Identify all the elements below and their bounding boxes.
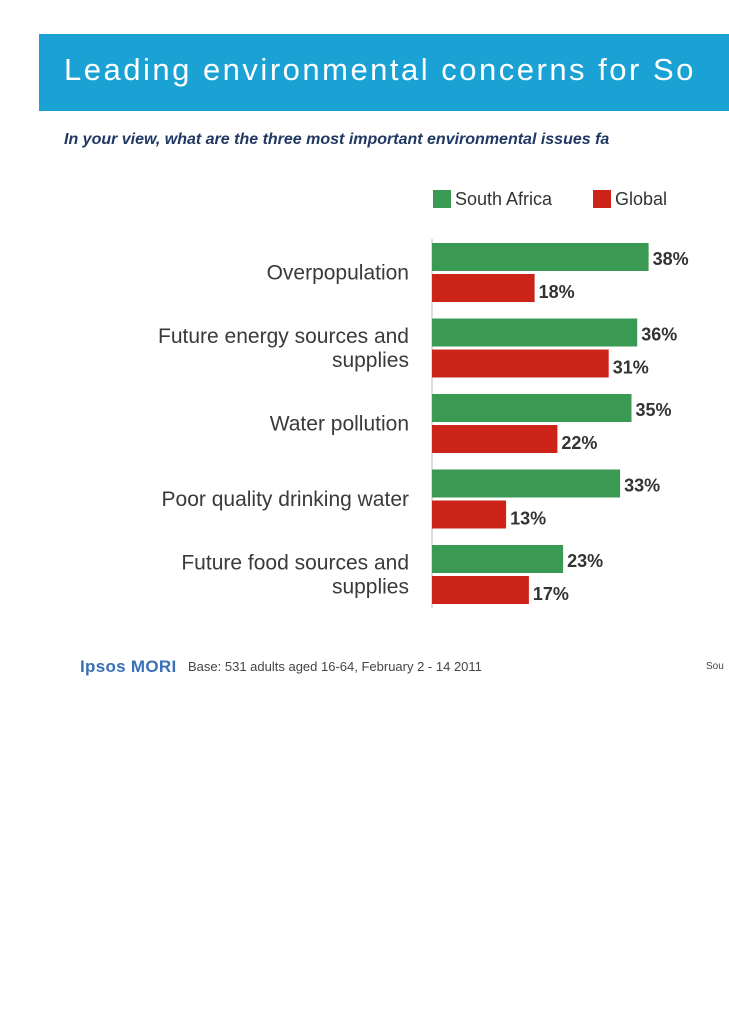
- category-label: Future energy sources and: [158, 325, 409, 348]
- bar-global: [432, 425, 558, 453]
- bar-global: [432, 349, 609, 378]
- category-label: supplies: [332, 576, 409, 599]
- data-label: 36%: [641, 325, 677, 345]
- data-label: 23%: [567, 551, 603, 571]
- bar-south-africa: [432, 394, 632, 422]
- category-label: Water pollution: [270, 413, 409, 436]
- bar-south-africa: [432, 318, 638, 347]
- bar-global: [432, 576, 529, 604]
- legend-label-south-africa: South Africa: [455, 189, 553, 209]
- legend-label-global: Global: [615, 189, 668, 209]
- page-title: Leading environmental concerns for So: [64, 52, 696, 87]
- data-label: 35%: [636, 400, 672, 420]
- bar-south-africa: [432, 243, 649, 271]
- data-label: 38%: [653, 249, 689, 269]
- bar-global: [432, 500, 507, 529]
- survey-question: In your view, what are the three most im…: [64, 131, 610, 148]
- category-label: Overpopulation: [267, 262, 409, 285]
- bar-south-africa: [432, 469, 621, 498]
- ipsos-mori-logo: Ipsos MORI: [80, 657, 177, 676]
- legend-swatch-global: [593, 190, 611, 208]
- data-label: 22%: [561, 433, 597, 453]
- bar-global: [432, 274, 535, 302]
- slide: Leading environmental concerns for So In…: [39, 34, 729, 676]
- data-label: 31%: [613, 358, 649, 378]
- legend-swatch-south-africa: [433, 190, 451, 208]
- title-band: Leading environmental concerns for So: [39, 34, 729, 111]
- data-label: 33%: [624, 476, 660, 496]
- category-label: Poor quality drinking water: [162, 488, 409, 511]
- data-label: 13%: [510, 509, 546, 529]
- data-label: 18%: [539, 282, 575, 302]
- category-label: Future food sources and: [181, 552, 409, 575]
- footer-base-note: Base: 531 adults aged 16-64, February 2 …: [188, 659, 482, 674]
- bar-south-africa: [432, 545, 564, 573]
- bar-chart-svg: Overpopulation 38% 18% Future energy source…: [158, 239, 689, 608]
- footer-source-note: Sou: [706, 661, 724, 672]
- bar-chart: Overpopulation 38% 18% Future energy source…: [158, 239, 689, 608]
- category-label: supplies: [332, 349, 409, 372]
- data-label: 17%: [533, 584, 569, 604]
